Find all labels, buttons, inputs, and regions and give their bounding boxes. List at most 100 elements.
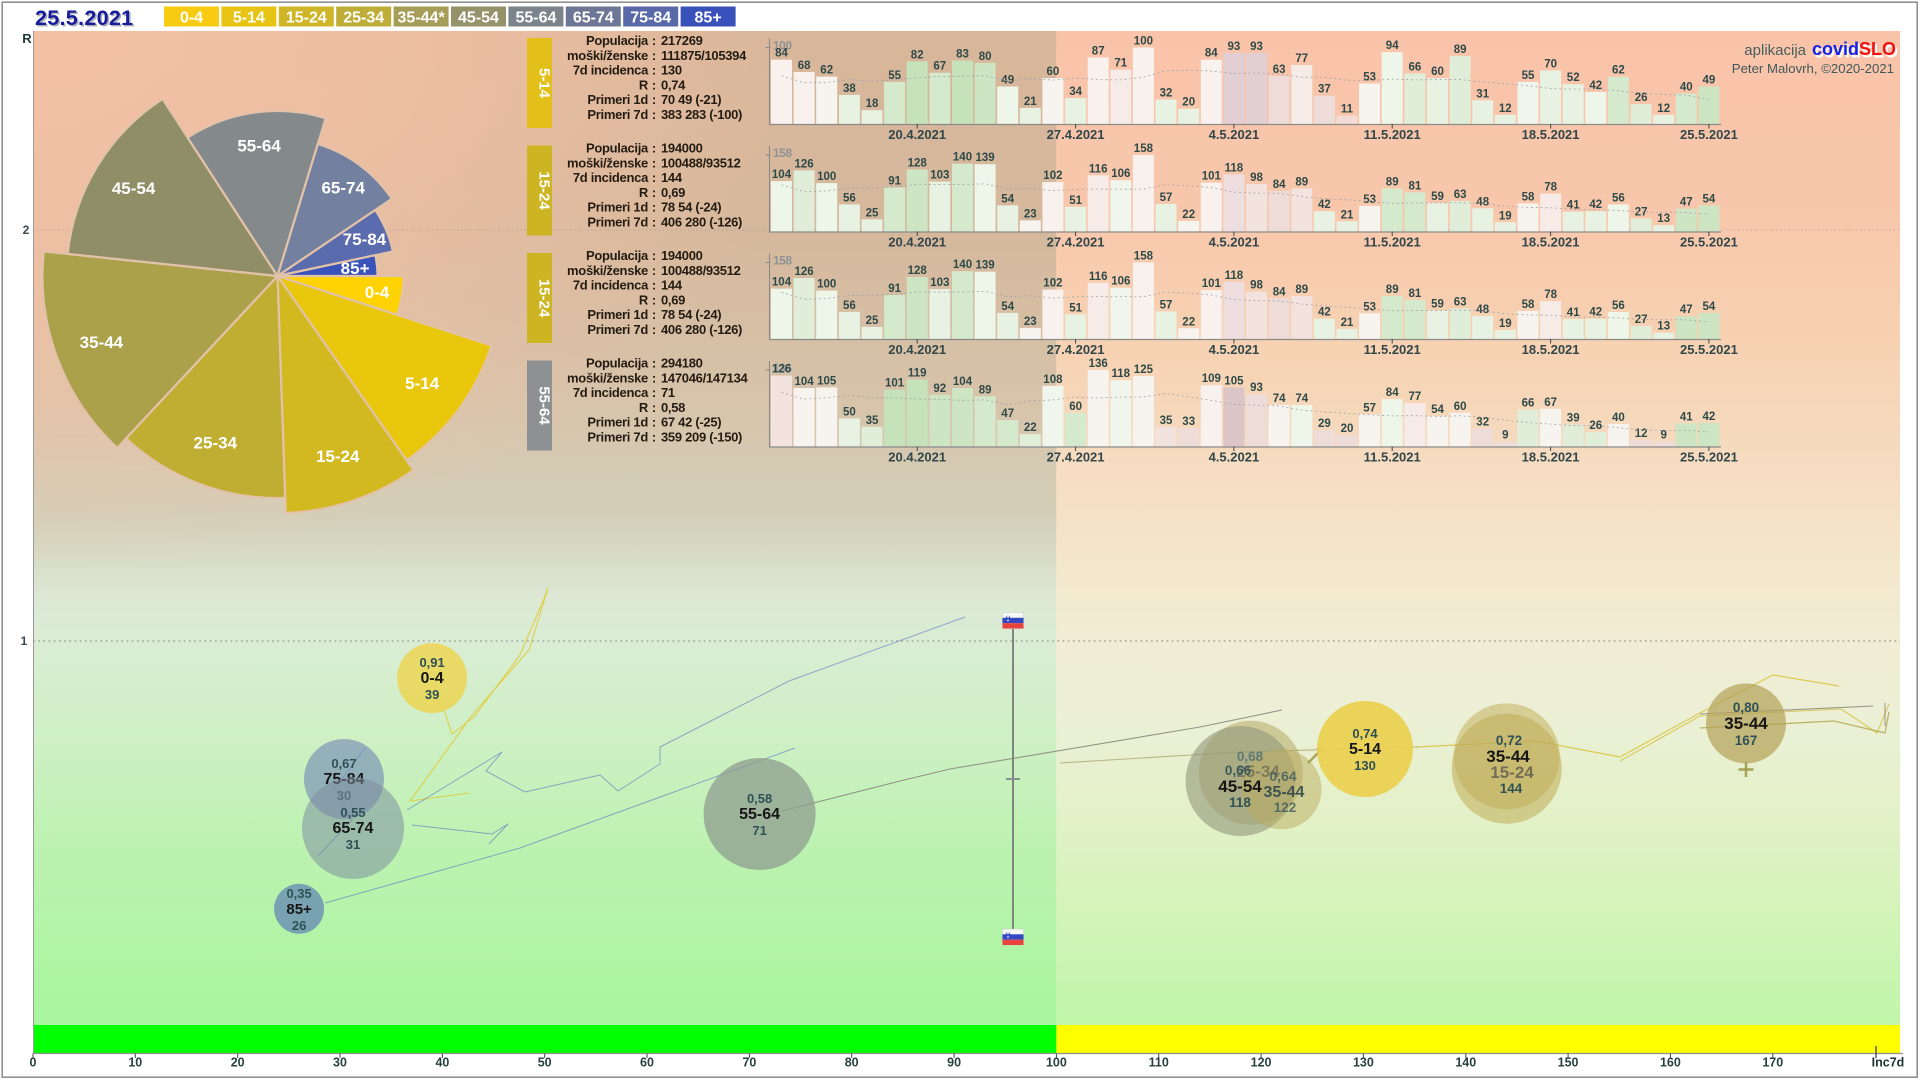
svg-text:0-4: 0-4	[180, 10, 203, 27]
svg-text:0,68: 0,68	[1237, 749, 1264, 764]
svg-text:0,72: 0,72	[1496, 733, 1522, 748]
svg-text:85+: 85+	[286, 901, 312, 918]
svg-text:158: 158	[773, 254, 792, 268]
svg-text:19: 19	[1499, 210, 1512, 222]
svg-text:118: 118	[1112, 368, 1131, 380]
svg-text:7d incidenca: 7d incidenca	[573, 63, 649, 78]
svg-text:0,67: 0,67	[331, 756, 356, 771]
svg-text:60: 60	[1069, 401, 1082, 413]
svg-text:80: 80	[845, 1056, 859, 1070]
svg-text:Populacija: Populacija	[586, 33, 649, 48]
svg-text:7d incidenca: 7d incidenca	[573, 385, 649, 400]
svg-text:116: 116	[1089, 271, 1108, 283]
svg-text:42: 42	[1318, 307, 1331, 319]
svg-text:84: 84	[1273, 179, 1286, 191]
svg-text:R: R	[639, 292, 649, 307]
svg-text:0,74: 0,74	[661, 77, 686, 92]
svg-text:94: 94	[1386, 40, 1399, 52]
svg-text:42: 42	[1703, 411, 1716, 423]
svg-text:100488/93512: 100488/93512	[661, 155, 741, 170]
svg-text:78: 78	[1544, 182, 1557, 194]
svg-text:85+: 85+	[341, 259, 370, 278]
svg-text::: :	[652, 248, 656, 263]
svg-text:82: 82	[911, 49, 924, 61]
svg-text:101: 101	[885, 378, 905, 390]
svg-text:15-24: 15-24	[316, 447, 360, 466]
svg-text:25: 25	[866, 207, 879, 219]
svg-text:47: 47	[1001, 408, 1014, 420]
svg-text:27: 27	[1635, 314, 1648, 326]
svg-text:103: 103	[930, 170, 949, 182]
svg-text:54: 54	[1001, 301, 1014, 313]
svg-text:81: 81	[1409, 288, 1422, 300]
svg-text:144: 144	[661, 278, 683, 293]
svg-text:11.5.2021: 11.5.2021	[1364, 342, 1421, 357]
svg-text:78 54 (-24): 78 54 (-24)	[661, 307, 721, 322]
svg-text:101: 101	[1202, 171, 1222, 183]
svg-text:75-84: 75-84	[343, 230, 387, 249]
svg-text:122: 122	[1274, 800, 1297, 815]
svg-text:56: 56	[843, 192, 856, 204]
svg-text:102: 102	[1043, 278, 1062, 290]
svg-text:5-14: 5-14	[233, 10, 265, 27]
svg-text:62: 62	[1612, 65, 1625, 77]
svg-text:Primeri 7d: Primeri 7d	[587, 430, 648, 445]
svg-text:104: 104	[953, 376, 973, 388]
svg-text:126: 126	[795, 159, 814, 171]
svg-text:56: 56	[1612, 300, 1625, 312]
svg-text:62: 62	[820, 65, 833, 77]
svg-text:130: 130	[661, 63, 682, 78]
svg-text:136: 136	[1089, 358, 1108, 370]
svg-text:65-74: 65-74	[321, 178, 365, 197]
svg-text:37: 37	[1318, 84, 1331, 96]
svg-text:42: 42	[1589, 307, 1602, 319]
svg-text:42: 42	[1589, 80, 1602, 92]
svg-text:35-44: 35-44	[1264, 784, 1305, 801]
svg-text:20.4.2021: 20.4.2021	[888, 235, 946, 250]
svg-text:29: 29	[1318, 418, 1331, 430]
svg-text:41: 41	[1567, 307, 1580, 319]
svg-text:30: 30	[333, 1056, 347, 1070]
svg-text::: :	[652, 263, 656, 278]
svg-text::: :	[652, 356, 656, 371]
svg-text:66: 66	[1522, 397, 1535, 409]
svg-text:47: 47	[1680, 304, 1693, 316]
svg-text::: :	[652, 185, 656, 200]
svg-text:45-54: 45-54	[112, 179, 156, 198]
svg-text::: :	[652, 400, 656, 415]
svg-text:0,58: 0,58	[661, 400, 685, 415]
svg-text:83: 83	[956, 49, 969, 61]
svg-text:11.5.2021: 11.5.2021	[1364, 235, 1421, 250]
svg-text:22: 22	[1182, 316, 1195, 328]
svg-text:89: 89	[1386, 284, 1399, 296]
svg-text:22: 22	[1024, 422, 1037, 434]
svg-text:68: 68	[798, 60, 811, 72]
svg-text:Primeri 1d: Primeri 1d	[587, 307, 648, 322]
svg-text:20.4.2021: 20.4.2021	[888, 342, 946, 357]
svg-text:128: 128	[908, 265, 928, 277]
svg-text:40: 40	[435, 1056, 449, 1070]
svg-text:11.5.2021: 11.5.2021	[1364, 450, 1421, 465]
svg-text:70: 70	[742, 1056, 756, 1070]
svg-text:105: 105	[1224, 375, 1244, 387]
svg-text:78: 78	[1544, 289, 1557, 301]
svg-text:moški/ženske: moški/ženske	[567, 155, 648, 170]
svg-text:77: 77	[1295, 53, 1308, 65]
svg-text:103: 103	[930, 277, 949, 289]
svg-text:0,55: 0,55	[340, 805, 365, 820]
svg-text:15-24: 15-24	[536, 171, 553, 210]
svg-text:120: 120	[1251, 1056, 1272, 1070]
svg-text::: :	[652, 107, 656, 122]
svg-text:59: 59	[1431, 298, 1444, 310]
svg-text:65-74: 65-74	[573, 10, 614, 27]
svg-text:51: 51	[1069, 195, 1082, 207]
svg-text:35: 35	[1160, 415, 1173, 427]
svg-text:54: 54	[1703, 301, 1716, 313]
svg-text:18.5.2021: 18.5.2021	[1522, 127, 1580, 142]
svg-text:7d incidenca: 7d incidenca	[573, 170, 649, 185]
svg-text:27.4.2021: 27.4.2021	[1047, 450, 1105, 465]
svg-text:35: 35	[866, 415, 879, 427]
svg-text:0,35: 0,35	[286, 886, 311, 901]
svg-text:126: 126	[795, 266, 814, 278]
svg-text:75-84: 75-84	[630, 10, 671, 27]
